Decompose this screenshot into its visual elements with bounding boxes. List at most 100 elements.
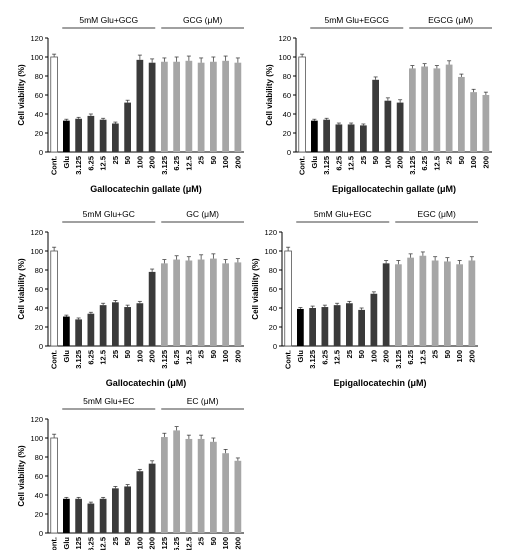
- bar: [197, 438, 205, 533]
- group-label-glu: 5mM Glu+GCG: [79, 15, 138, 25]
- y-tick-label: 120: [278, 34, 291, 43]
- bar: [321, 307, 329, 346]
- x-tick-label: 200: [148, 350, 157, 363]
- x-tick-label: 200: [233, 350, 242, 363]
- bar: [197, 259, 205, 346]
- x-tick-label: 12.5: [184, 156, 193, 171]
- bar: [323, 119, 330, 152]
- group-label-treatment: EC (μM): [187, 396, 219, 406]
- group-label-glu: 5mM Glu+GC: [83, 209, 135, 219]
- x-tick-label: 12.5: [184, 537, 193, 550]
- x-tick-label: 100: [221, 537, 230, 550]
- panel-gcg: 0 20 40 60 80 100 120 Cell viability (%) Cont. Gl…: [17, 15, 244, 194]
- x-tick-label: 50: [209, 156, 218, 164]
- y-tick-label: 60: [269, 285, 277, 294]
- x-tick-label: 100: [135, 350, 144, 363]
- y-tick-label: 40: [35, 304, 43, 313]
- x-tick-label: 25: [445, 156, 454, 164]
- bar: [63, 120, 70, 152]
- x-tick-label: Glu: [62, 156, 71, 169]
- x-tick-label: 6.25: [406, 350, 415, 365]
- bar: [409, 68, 416, 152]
- bar: [87, 313, 95, 346]
- x-tick-label: 3.125: [160, 537, 169, 550]
- x-tick-label: 6.25: [86, 156, 95, 171]
- bar: [112, 302, 119, 346]
- bar: [210, 61, 217, 152]
- y-tick-label: 60: [35, 472, 43, 481]
- bar: [458, 76, 465, 152]
- x-tick-label: 3.125: [160, 350, 169, 369]
- x-tick-label: 3.125: [74, 350, 83, 369]
- y-tick-label: 120: [264, 228, 277, 237]
- x-tick-label: 6.25: [172, 156, 181, 171]
- x-tick-label: 12.5: [99, 350, 108, 365]
- x-tick-label: Cont.: [50, 156, 59, 175]
- x-tick-label: 50: [123, 156, 132, 164]
- x-tick-label: 25: [197, 350, 206, 358]
- bar: [173, 61, 180, 152]
- y-tick-label: 60: [283, 91, 291, 100]
- bar: [136, 59, 144, 152]
- bar: [298, 56, 306, 153]
- y-tick-label: 100: [30, 434, 43, 443]
- x-tick-label: 100: [455, 350, 464, 363]
- x-tick-label: Cont.: [50, 350, 59, 369]
- y-tick-label: 100: [30, 247, 43, 256]
- y-tick-label: 80: [35, 266, 43, 275]
- bar: [311, 120, 318, 152]
- bar: [75, 319, 82, 346]
- group-label-glu: 5mM Glu+EGCG: [325, 15, 389, 25]
- x-tick-label: 3.125: [408, 156, 417, 175]
- y-tick-label: 40: [283, 110, 291, 119]
- bar: [173, 259, 180, 346]
- y-axis-label: Cell viability (%): [251, 258, 260, 320]
- y-tick-label: 20: [283, 129, 291, 138]
- x-tick-label: 6.25: [172, 350, 181, 365]
- bar: [210, 441, 217, 533]
- y-tick-label: 100: [30, 53, 43, 62]
- bar: [395, 264, 402, 346]
- bar: [50, 437, 58, 534]
- y-tick-label: 20: [35, 323, 43, 332]
- bar: [384, 100, 392, 152]
- x-tick-label: 6.25: [334, 156, 343, 171]
- bar: [161, 437, 168, 533]
- x-tick-label: 3.125: [74, 537, 83, 550]
- bar: [210, 258, 217, 346]
- bar: [370, 293, 378, 346]
- bar: [124, 307, 131, 346]
- panel-egcg: 0 20 40 60 80 100 120 Cell viability (%) Cont. Gl…: [265, 15, 492, 194]
- x-axis-label: Gallocatechin gallate (μM): [90, 184, 202, 194]
- x-tick-label: 25: [111, 350, 120, 358]
- x-tick-label: 50: [209, 350, 218, 358]
- y-tick-label: 80: [283, 72, 291, 81]
- x-axis-label: Epigallocatechin (μM): [333, 378, 426, 388]
- x-tick-label: 100: [221, 156, 230, 169]
- y-tick-label: 0: [39, 529, 43, 538]
- y-axis-label: Cell viability (%): [17, 64, 26, 126]
- y-tick-label: 20: [269, 323, 277, 332]
- group-label-treatment: GC (μM): [186, 209, 219, 219]
- bar: [445, 64, 453, 152]
- x-tick-label: 6.25: [172, 537, 181, 550]
- bar: [470, 92, 477, 152]
- x-tick-label: Cont.: [298, 156, 307, 175]
- bar: [382, 263, 390, 346]
- bar: [333, 305, 341, 346]
- x-tick-label: 6.25: [320, 350, 329, 365]
- x-tick-label: 100: [221, 350, 230, 363]
- bar: [431, 260, 439, 346]
- x-tick-label: 50: [457, 156, 466, 164]
- x-tick-label: 200: [148, 156, 157, 169]
- bar: [148, 463, 156, 533]
- bar: [419, 255, 427, 346]
- group-label-treatment: GCG (μM): [183, 15, 223, 25]
- y-tick-label: 100: [278, 53, 291, 62]
- bar: [99, 305, 107, 346]
- y-tick-label: 40: [35, 491, 43, 500]
- x-tick-label: 200: [467, 350, 476, 363]
- x-tick-label: Glu: [62, 537, 71, 550]
- x-tick-label: 100: [369, 350, 378, 363]
- bar: [75, 498, 82, 533]
